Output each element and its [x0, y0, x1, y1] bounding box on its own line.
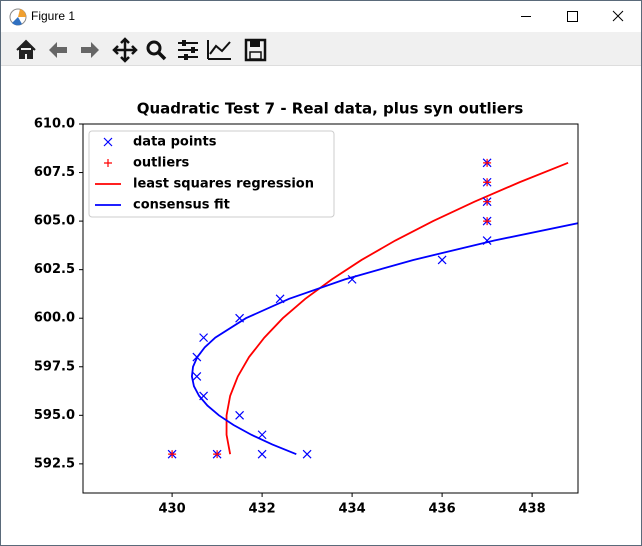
x-marker — [235, 313, 245, 323]
y-tick-label: 595.0 — [34, 408, 75, 423]
chart-title: Quadratic Test 7 - Real data, plus syn o… — [137, 100, 524, 118]
plus-marker — [213, 450, 222, 459]
app-icon — [9, 8, 27, 26]
x-marker — [192, 352, 202, 362]
title-bar: Figure 1 — [1, 1, 641, 32]
x-marker — [257, 430, 267, 440]
y-tick-label: 600.0 — [34, 311, 75, 326]
chart: Quadratic Test 7 - Real data, plus syn o… — [34, 100, 579, 517]
window-title: Figure 1 — [31, 9, 76, 23]
plot-area — [167, 158, 578, 459]
plus-marker — [483, 217, 492, 226]
legend-label: least squares regression — [133, 177, 314, 192]
back-button[interactable] — [49, 42, 67, 58]
edit-button[interactable] — [207, 40, 231, 60]
maximize-button[interactable] — [567, 11, 578, 22]
x-marker — [437, 255, 447, 265]
x-marker — [235, 410, 245, 420]
legend-label: consensus fit — [133, 198, 230, 213]
x-marker — [482, 236, 492, 245]
legend: data points outliers least squares regress… — [88, 130, 335, 218]
x-tick-label: 432 — [249, 502, 276, 517]
x-marker — [302, 449, 312, 459]
x-marker — [103, 137, 113, 147]
legend-label: outliers — [133, 156, 190, 171]
axes-frame — [82, 123, 579, 494]
x-marker — [192, 372, 202, 381]
save-button[interactable] — [244, 38, 267, 62]
legend-box — [88, 130, 335, 218]
window-controls[interactable] — [501, 1, 641, 32]
plus-marker — [483, 197, 492, 206]
forward-button[interactable] — [81, 42, 99, 58]
x-marker — [199, 391, 209, 401]
zoom-button[interactable] — [146, 40, 162, 56]
y-tick-label: 605.0 — [34, 214, 75, 229]
x-tick-label: 436 — [429, 502, 456, 517]
plus-marker — [483, 178, 492, 187]
plus-marker — [168, 450, 177, 459]
legend-label: data points — [133, 135, 217, 150]
close-button[interactable] — [612, 10, 624, 22]
x-tick-label: 430 — [159, 502, 186, 517]
y-tick-label: 597.5 — [34, 359, 75, 374]
x-marker — [257, 449, 267, 459]
x-marker — [275, 294, 285, 304]
x-tick-label: 434 — [339, 502, 366, 517]
toolbar-icons — [16, 37, 267, 63]
x-marker — [347, 274, 357, 284]
y-tick-label: 602.5 — [34, 262, 75, 277]
toolbar — [1, 32, 641, 66]
x-tick-label: 438 — [519, 502, 546, 517]
fit-line — [225, 162, 569, 455]
y-tick-label: 610.0 — [34, 117, 75, 132]
pan-button[interactable] — [112, 37, 138, 63]
fit-line — [190, 222, 578, 455]
x-marker — [199, 333, 209, 343]
y-tick-label: 592.5 — [34, 456, 75, 471]
plus-marker — [483, 158, 492, 167]
home-button[interactable] — [16, 39, 36, 59]
plus-marker — [104, 159, 112, 167]
y-tick-label: 607.5 — [34, 165, 75, 180]
